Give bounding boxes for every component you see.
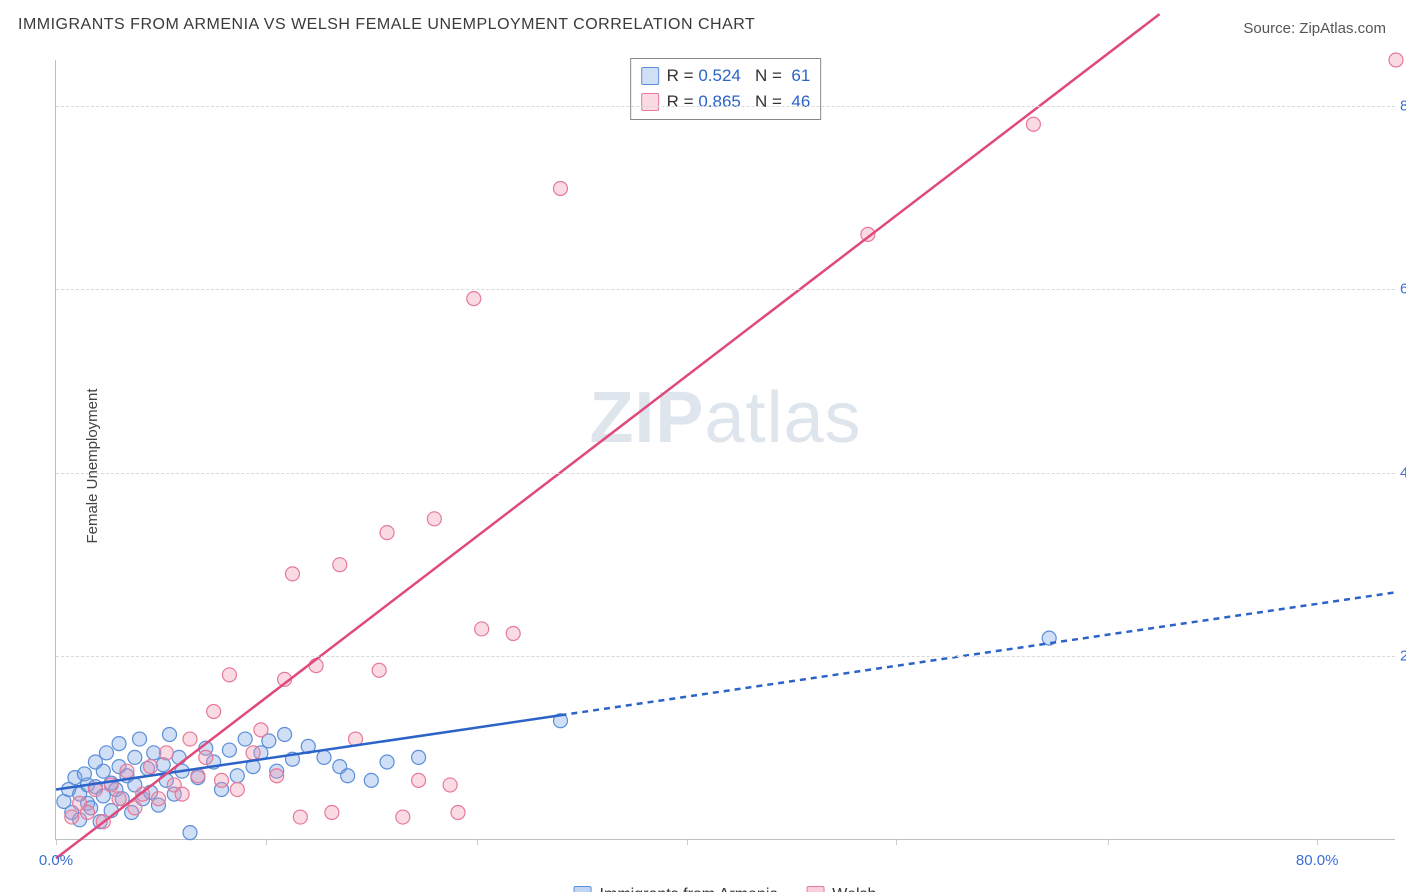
scatter-point bbox=[172, 750, 186, 764]
gridline-horizontal bbox=[56, 289, 1395, 290]
legend-row: R = 0.524 N = 61 bbox=[641, 63, 811, 89]
x-tick-label: 0.0% bbox=[39, 852, 73, 869]
scatter-point bbox=[99, 746, 113, 760]
x-tick-mark bbox=[687, 839, 688, 845]
source-attribution: Source: ZipAtlas.com bbox=[1243, 20, 1386, 37]
y-tick-label: 20.0% bbox=[1400, 648, 1406, 665]
gridline-horizontal bbox=[56, 473, 1395, 474]
legend-label: Immigrants from Armenia bbox=[600, 886, 779, 892]
scatter-point bbox=[285, 567, 299, 581]
legend-stat-text: R = 0.865 N = 46 bbox=[667, 89, 811, 115]
x-tick-mark bbox=[1317, 839, 1318, 845]
scatter-point bbox=[230, 769, 244, 783]
legend-item: Immigrants from Armenia bbox=[574, 886, 779, 892]
scatter-point bbox=[147, 746, 161, 760]
scatter-point bbox=[120, 764, 134, 778]
legend-label: Welsh bbox=[832, 886, 876, 892]
scatter-point bbox=[553, 181, 567, 195]
source-name: ZipAtlas.com bbox=[1299, 20, 1386, 37]
scatter-point bbox=[467, 292, 481, 306]
scatter-point bbox=[317, 750, 331, 764]
scatter-point bbox=[1026, 117, 1040, 131]
scatter-point bbox=[159, 746, 173, 760]
plot-surface: ZIPatlas R = 0.524 N = 61R = 0.865 N = 4… bbox=[55, 60, 1395, 840]
source-label: Source: bbox=[1243, 20, 1299, 37]
gridline-horizontal bbox=[56, 106, 1395, 107]
scatter-point bbox=[175, 787, 189, 801]
trend-line-dashed bbox=[560, 592, 1396, 715]
scatter-point bbox=[133, 732, 147, 746]
scatter-point bbox=[427, 512, 441, 526]
svg-layer bbox=[56, 60, 1396, 840]
scatter-point bbox=[293, 810, 307, 824]
y-tick-label: 80.0% bbox=[1400, 97, 1406, 114]
scatter-point bbox=[128, 750, 142, 764]
scatter-point bbox=[222, 743, 236, 757]
y-tick-label: 40.0% bbox=[1400, 464, 1406, 481]
scatter-point bbox=[112, 792, 126, 806]
scatter-point bbox=[506, 627, 520, 641]
scatter-point bbox=[380, 526, 394, 540]
trend-line bbox=[56, 14, 1160, 858]
scatter-point bbox=[230, 783, 244, 797]
gridline-horizontal bbox=[56, 656, 1395, 657]
y-tick-label: 60.0% bbox=[1400, 281, 1406, 298]
legend-swatch bbox=[806, 886, 824, 892]
x-tick-mark bbox=[266, 839, 267, 845]
scatter-point bbox=[163, 727, 177, 741]
scatter-point bbox=[396, 810, 410, 824]
scatter-point bbox=[183, 732, 197, 746]
scatter-point bbox=[246, 746, 260, 760]
scatter-point bbox=[199, 750, 213, 764]
chart-container: IMMIGRANTS FROM ARMENIA VS WELSH FEMALE … bbox=[0, 0, 1406, 892]
chart-area: Female Unemployment ZIPatlas R = 0.524 N… bbox=[55, 60, 1395, 872]
scatter-point bbox=[96, 764, 110, 778]
scatter-point bbox=[333, 558, 347, 572]
scatter-point bbox=[112, 737, 126, 751]
scatter-point bbox=[278, 727, 292, 741]
legend-row: R = 0.865 N = 46 bbox=[641, 89, 811, 115]
x-tick-label: 80.0% bbox=[1296, 852, 1339, 869]
legend-swatch bbox=[641, 67, 659, 85]
correlation-legend: R = 0.524 N = 61R = 0.865 N = 46 bbox=[630, 58, 822, 120]
scatter-point bbox=[65, 810, 79, 824]
scatter-point bbox=[412, 750, 426, 764]
scatter-point bbox=[380, 755, 394, 769]
scatter-point bbox=[451, 805, 465, 819]
scatter-point bbox=[412, 773, 426, 787]
scatter-point bbox=[183, 826, 197, 840]
legend-swatch bbox=[641, 93, 659, 111]
scatter-point bbox=[372, 663, 386, 677]
scatter-point bbox=[222, 668, 236, 682]
x-tick-mark bbox=[477, 839, 478, 845]
scatter-point bbox=[443, 778, 457, 792]
legend-swatch bbox=[574, 886, 592, 892]
scatter-point bbox=[341, 769, 355, 783]
scatter-point bbox=[270, 769, 284, 783]
legend-item: Welsh bbox=[806, 886, 876, 892]
scatter-point bbox=[364, 773, 378, 787]
scatter-point bbox=[325, 805, 339, 819]
scatter-point bbox=[81, 805, 95, 819]
scatter-point bbox=[1389, 53, 1403, 67]
scatter-point bbox=[151, 792, 165, 806]
x-tick-mark bbox=[896, 839, 897, 845]
x-tick-mark bbox=[56, 839, 57, 845]
scatter-point bbox=[144, 760, 158, 774]
chart-title: IMMIGRANTS FROM ARMENIA VS WELSH FEMALE … bbox=[18, 16, 755, 34]
scatter-point bbox=[238, 732, 252, 746]
series-legend: Immigrants from Armenia Welsh bbox=[574, 886, 877, 892]
x-tick-mark bbox=[1108, 839, 1109, 845]
scatter-point bbox=[475, 622, 489, 636]
scatter-point bbox=[254, 723, 268, 737]
scatter-point bbox=[191, 769, 205, 783]
legend-stat-text: R = 0.524 N = 61 bbox=[667, 63, 811, 89]
scatter-point bbox=[215, 773, 229, 787]
scatter-point bbox=[207, 705, 221, 719]
